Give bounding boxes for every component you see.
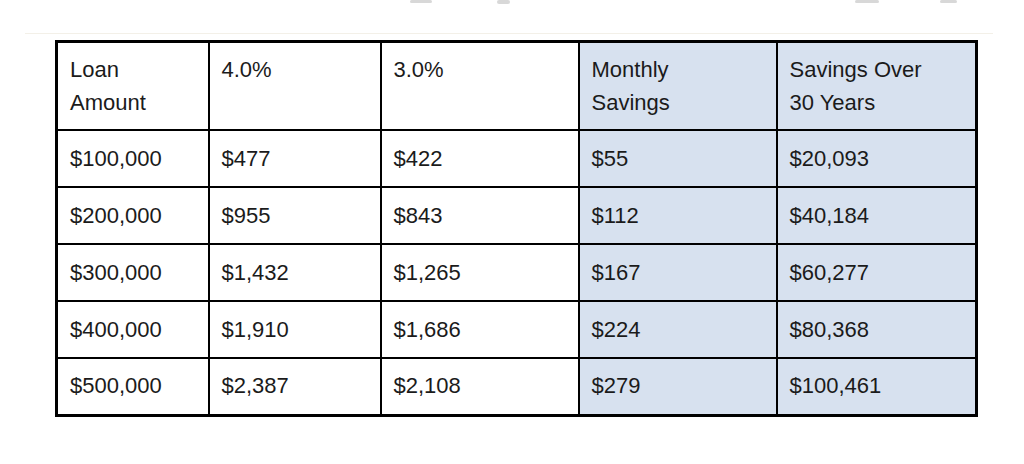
cropped-text-fragment [497, 0, 510, 4]
table-body: $100,000$477$422$55$20,093$200,000$955$8… [57, 130, 977, 415]
table-row: $500,000$2,387$2,108$279$100,461 [57, 358, 977, 415]
column-header-loan-amount: Loan Amount [57, 42, 209, 131]
table-cell: $300,000 [57, 244, 209, 301]
table-cell: $167 [579, 244, 777, 301]
table-cell: $100,461 [777, 358, 977, 415]
table-cell: $2,108 [381, 358, 579, 415]
table-cell: $2,387 [209, 358, 381, 415]
column-header-savings-over-30-years: Savings Over 30 Years [777, 42, 977, 131]
table-row: $100,000$477$422$55$20,093 [57, 130, 977, 187]
table-cell: $20,093 [777, 130, 977, 187]
table-cell: $1,432 [209, 244, 381, 301]
column-header-3-0: 3.0% [381, 42, 579, 131]
table-cell: $40,184 [777, 187, 977, 244]
table-cell: $1,910 [209, 301, 381, 358]
table-row: $400,000$1,910$1,686$224$80,368 [57, 301, 977, 358]
table-cell: $1,265 [381, 244, 579, 301]
table-header-row: Loan Amount4.0%3.0%Monthly SavingsSaving… [57, 42, 977, 131]
column-header-4-0: 4.0% [209, 42, 381, 131]
table-cell: $80,368 [777, 301, 977, 358]
table-cell: $500,000 [57, 358, 209, 415]
table-row: $300,000$1,432$1,265$167$60,277 [57, 244, 977, 301]
table-cell: $224 [579, 301, 777, 358]
table-cell: $100,000 [57, 130, 209, 187]
column-header-monthly-savings: Monthly Savings [579, 42, 777, 131]
cropped-text-fragment [855, 0, 879, 3]
table-row: $200,000$955$843$112$40,184 [57, 187, 977, 244]
table-cell: $422 [381, 130, 579, 187]
document-page: Loan Amount4.0%3.0%Monthly SavingsSaving… [0, 0, 1024, 464]
table-cell: $955 [209, 187, 381, 244]
table-cell: $200,000 [57, 187, 209, 244]
cropped-text-fragment [410, 0, 432, 3]
loan-savings-table: Loan Amount4.0%3.0%Monthly SavingsSaving… [55, 40, 978, 417]
cropped-text-fragment [940, 0, 957, 3]
table-cell: $112 [579, 187, 777, 244]
table-cell: $55 [579, 130, 777, 187]
cropped-content-artifact [25, 33, 993, 34]
table-cell: $60,277 [777, 244, 977, 301]
table-cell: $279 [579, 358, 777, 415]
table-cell: $843 [381, 187, 579, 244]
table-cell: $1,686 [381, 301, 579, 358]
table-cell: $477 [209, 130, 381, 187]
table-cell: $400,000 [57, 301, 209, 358]
